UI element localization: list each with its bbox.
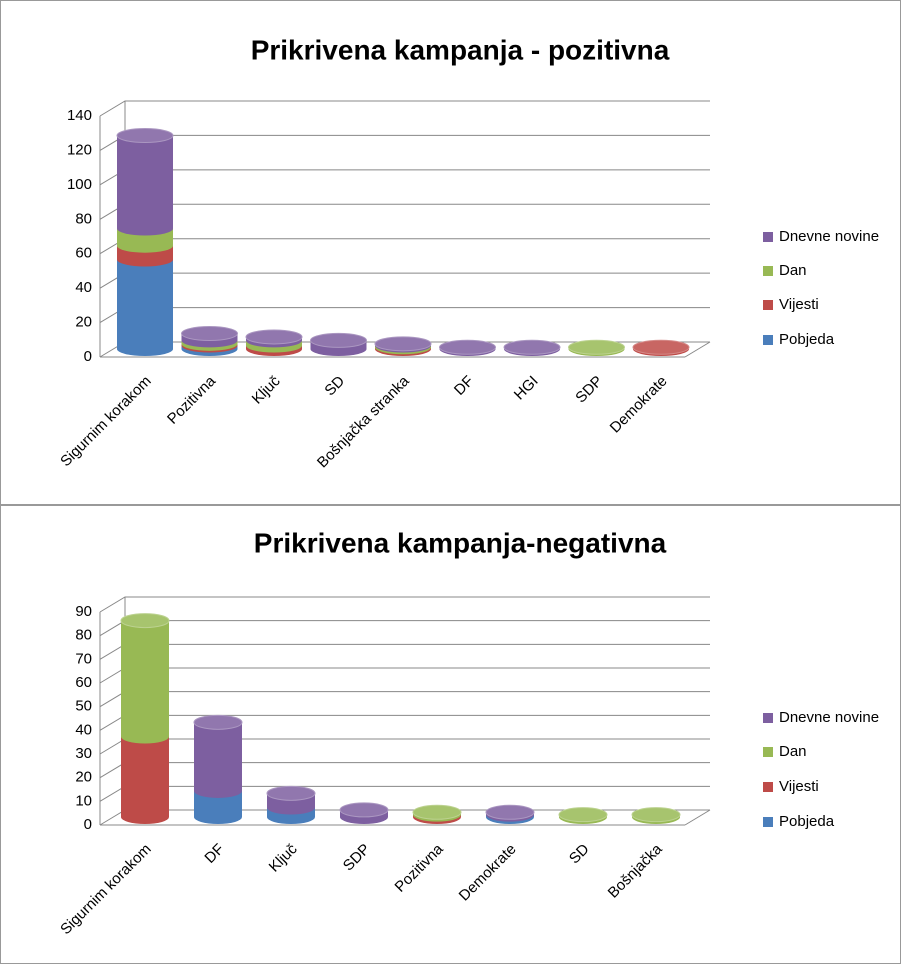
y-tick-label: 140 [67, 107, 92, 124]
bar-segment [121, 736, 169, 824]
legend-swatch [763, 300, 773, 310]
legend-swatch [763, 266, 773, 276]
legend-swatch [763, 335, 773, 345]
chart-title: Prikrivena kampanja - pozitivna [251, 34, 670, 65]
bar-segment [194, 790, 242, 824]
bar-segment [117, 259, 173, 356]
bar-cap [631, 807, 681, 823]
y-tick-label: 50 [75, 698, 92, 715]
y-tick-label: 80 [75, 210, 92, 227]
y-tick-label: 10 [75, 792, 92, 809]
legend-swatch [763, 747, 773, 757]
bar-segment [121, 620, 169, 744]
legend-label: Dnevne novine [779, 228, 879, 245]
y-tick-label: 60 [75, 245, 92, 262]
bar-cap [245, 329, 303, 345]
legend-swatch [763, 782, 773, 792]
legend-label: Pobjeda [779, 813, 835, 830]
bar-cap [339, 802, 389, 818]
bar-cap [568, 339, 625, 355]
legend-swatch [763, 817, 773, 827]
y-tick-label: 20 [75, 314, 92, 331]
floor-edge [684, 341, 711, 358]
y-tick-label: 100 [67, 176, 92, 193]
y-tick-label: 30 [75, 745, 92, 762]
bar-cap [485, 804, 535, 820]
y-tick-label: 0 [84, 348, 92, 365]
y-tick-label: 0 [84, 816, 92, 833]
bar-cap [558, 807, 608, 823]
floor-edge [684, 809, 711, 826]
y-tick-label: 120 [67, 141, 92, 158]
bar-cap [193, 714, 243, 730]
legend-label: Vijesti [779, 296, 819, 313]
chart-title: Prikrivena kampanja-negativna [254, 527, 667, 558]
y-tick-label: 90 [75, 603, 92, 620]
legend-swatch [763, 713, 773, 723]
grid-line [99, 100, 710, 117]
legend-label: Dnevne novine [779, 709, 879, 726]
y-tick-label: 60 [75, 674, 92, 691]
bar-cap [181, 326, 238, 342]
y-tick-label: 40 [75, 721, 92, 738]
legend-label: Pobjeda [779, 331, 835, 348]
bar-cap [439, 339, 496, 355]
legend-label: Vijesti [779, 778, 819, 795]
y-tick-label: 20 [75, 769, 92, 786]
bar-cap [632, 339, 690, 355]
bar-cap [116, 128, 174, 144]
bar-segment [194, 722, 242, 798]
grid-line [99, 596, 710, 613]
bar-segment [117, 135, 173, 236]
bar-cap [120, 613, 170, 629]
y-tick-label: 40 [75, 279, 92, 296]
y-tick-label: 80 [75, 627, 92, 644]
legend-label: Dan [779, 743, 807, 760]
bar-cap [503, 339, 561, 355]
legend-swatch [763, 232, 773, 242]
bar-cap [412, 804, 462, 820]
bar-cap [374, 336, 432, 352]
bar-cap [310, 332, 367, 348]
legend-label: Dan [779, 262, 807, 279]
y-tick-label: 70 [75, 650, 92, 667]
bar-cap [266, 785, 316, 801]
